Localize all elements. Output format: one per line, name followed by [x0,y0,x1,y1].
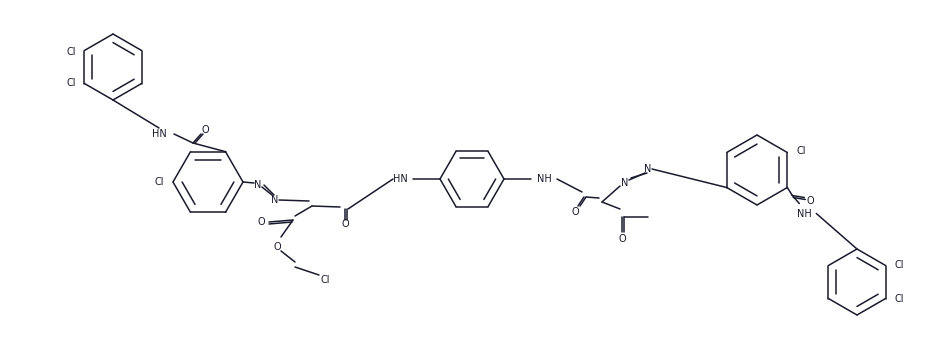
Text: Cl: Cl [154,177,163,187]
Text: Cl: Cl [320,275,329,285]
Text: O: O [201,125,209,135]
Text: NH: NH [536,174,551,184]
Text: Cl: Cl [67,77,76,87]
Text: Cl: Cl [67,46,76,56]
Text: N: N [621,178,629,188]
Text: N: N [254,180,261,190]
Text: O: O [618,234,626,244]
Text: Cl: Cl [797,146,806,156]
Text: O: O [257,217,265,227]
Text: HN: HN [393,174,408,184]
Text: Cl: Cl [895,295,904,305]
Text: O: O [571,207,579,217]
Text: O: O [273,242,280,252]
Text: N: N [271,195,278,205]
Text: N: N [645,164,651,174]
Text: O: O [806,196,814,206]
Text: HN: HN [152,129,166,139]
Text: O: O [341,219,349,229]
Text: NH: NH [797,208,812,218]
Text: Cl: Cl [895,260,904,270]
